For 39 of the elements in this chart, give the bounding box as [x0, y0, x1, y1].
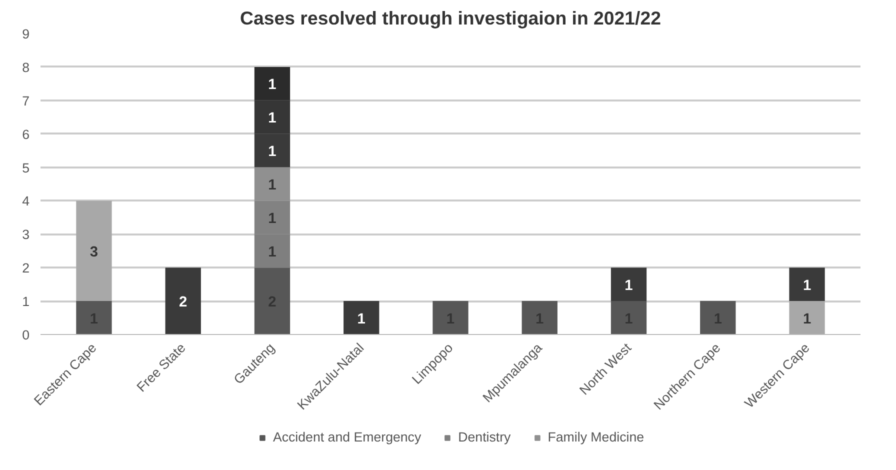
data-label: 1 [802, 278, 812, 294]
data-label: 1 [268, 244, 276, 260]
bar [76, 301, 112, 334]
bar [344, 301, 380, 334]
data-label: 1 [802, 311, 812, 328]
bar [432, 301, 468, 334]
data-label: 1 [268, 77, 276, 94]
y-tick-label: 4 [22, 194, 30, 209]
bar [165, 268, 201, 334]
y-tick-label: 3 [22, 227, 30, 242]
y-tick-label: 9 [22, 26, 30, 42]
bar [789, 268, 825, 302]
data-label: 1 [268, 178, 276, 194]
y-tick-label: 5 [22, 160, 30, 176]
y-tick-label: 8 [22, 60, 30, 75]
data-label: 3 [90, 244, 98, 260]
y-tick-label: 7 [22, 93, 30, 108]
legend-label: Accident and Emergency [272, 430, 422, 444]
bar [76, 200, 112, 302]
bar [700, 301, 736, 334]
bar [522, 301, 558, 334]
data-label: 1 [268, 210, 276, 227]
bar [254, 167, 290, 201]
y-tick-label: 2 [22, 260, 30, 276]
data-label: 1 [268, 110, 276, 127]
bar [789, 301, 825, 334]
legend-label: Family Medicine [548, 430, 644, 444]
y-tick-label: 1 [22, 294, 30, 310]
chart-title: Cases resolved through investigaion in 2021/22 [240, 8, 661, 28]
data-label: 1 [624, 278, 633, 294]
data-label: 2 [179, 294, 188, 311]
data-label: 1 [357, 311, 366, 328]
y-tick-label: 6 [22, 126, 30, 142]
legend-label: Dentistry [458, 430, 511, 444]
bar [254, 268, 290, 334]
data-label: 1 [268, 144, 276, 160]
bar [610, 268, 647, 302]
bar [610, 301, 647, 334]
y-tick-label: 0 [22, 328, 30, 342]
